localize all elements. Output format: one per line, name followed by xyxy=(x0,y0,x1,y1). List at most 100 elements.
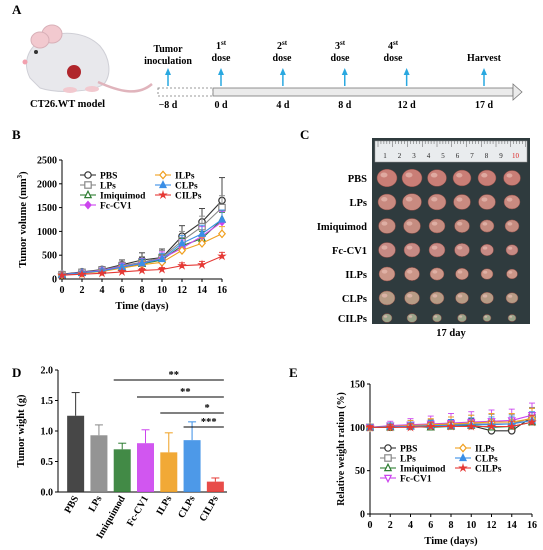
tumor-row xyxy=(376,168,521,188)
legend-marker xyxy=(158,180,168,189)
significance-label: ** xyxy=(169,370,180,381)
tumor-highlight xyxy=(381,245,388,250)
tumor xyxy=(454,243,470,257)
tumor xyxy=(376,168,398,188)
tumor xyxy=(505,292,519,304)
data-point xyxy=(177,260,187,270)
legend-label: PBS xyxy=(100,172,117,182)
data-point xyxy=(157,254,167,263)
timeline xyxy=(157,83,523,101)
tumor-highlight xyxy=(508,270,513,274)
ruler-number: 7 xyxy=(470,152,474,160)
y-tick-label: 50 xyxy=(355,466,365,477)
tumor xyxy=(403,218,421,234)
tumor-highlight xyxy=(430,172,438,178)
timeline-arrow-tip xyxy=(481,68,487,75)
tumor-highlight xyxy=(484,315,488,318)
legend-label: CLPs xyxy=(475,455,498,465)
x-tick-label: 14 xyxy=(197,285,207,296)
x-tick-label: 6 xyxy=(120,285,125,296)
legend-label: LPs xyxy=(400,455,416,465)
x-tick-label: 2 xyxy=(80,285,85,296)
row-label: Fc-CV1 xyxy=(332,246,367,257)
tumor-highlight xyxy=(431,221,438,226)
tumor xyxy=(428,242,446,258)
tumor-row xyxy=(381,313,517,323)
timeline-arrows xyxy=(165,68,487,86)
treatment-bar xyxy=(212,87,514,97)
tumor-highlight xyxy=(456,197,463,202)
y-tick-label: 500 xyxy=(42,251,57,262)
timeline-arrow-tip xyxy=(165,68,171,75)
significance-label: *** xyxy=(201,417,217,428)
ruler-number: 4 xyxy=(427,152,431,160)
y-tick-label: 2.0 xyxy=(41,366,54,377)
legend-label: Imiquimod xyxy=(100,192,146,202)
tumor xyxy=(381,313,393,323)
tumor-highlight xyxy=(508,246,513,250)
tumor-highlight xyxy=(407,293,413,298)
tumor-highlight xyxy=(481,173,488,178)
legend-marker xyxy=(84,171,92,179)
tumor-highlight xyxy=(482,294,488,298)
tumor-row xyxy=(378,242,519,258)
tumor xyxy=(378,266,396,282)
y-tick-label: 1000 xyxy=(37,227,57,238)
tumor-highlight xyxy=(405,196,413,202)
data-point xyxy=(217,251,227,261)
tumor xyxy=(504,219,520,233)
tumor-row xyxy=(377,193,521,211)
panel-letter-b: B xyxy=(12,127,21,142)
tumor-highlight xyxy=(481,197,488,202)
legend-marker xyxy=(158,189,168,200)
tumor xyxy=(427,193,447,211)
legend-marker xyxy=(84,200,92,210)
tumor xyxy=(401,168,423,188)
tumor xyxy=(507,314,517,322)
tumor-highlight xyxy=(508,294,513,298)
weight-ratio-chart: 0 2 4 6 8 10 12 14 16 0 50 100 150 Time (days) Relativ… xyxy=(336,380,537,548)
x-tick-label: CILPs xyxy=(198,494,221,524)
tumor-highlight xyxy=(509,315,513,318)
panel-letter-a: A xyxy=(12,2,22,17)
timeline-arrow-tip xyxy=(218,68,224,75)
tumor-row xyxy=(378,266,518,282)
panel-letter-e: E xyxy=(289,365,298,380)
x-tick-label: 12 xyxy=(177,285,187,296)
timeline-arrow-tip xyxy=(341,68,348,75)
tumor-highlight xyxy=(380,172,388,178)
pre-dose-bar xyxy=(157,87,214,97)
harvest-label: Harvest xyxy=(467,53,502,64)
legend-label: CILPs xyxy=(175,192,202,202)
ruler-number: 5 xyxy=(441,152,445,160)
data-point xyxy=(405,422,416,432)
dose2-num: 2 xyxy=(277,41,282,52)
legend-label: Imiquimod xyxy=(400,465,446,475)
tumor xyxy=(505,244,519,256)
legend-label: CILPs xyxy=(475,465,502,475)
tumor-highlight xyxy=(483,270,488,274)
ruler-number: 6 xyxy=(456,152,460,160)
panel-letter-d: D xyxy=(12,365,21,380)
data-point xyxy=(198,238,206,248)
data-point xyxy=(425,421,436,431)
data-point xyxy=(506,421,517,431)
tumor-highlight xyxy=(434,315,438,318)
data-point xyxy=(466,421,477,431)
dose2-sup: st xyxy=(282,39,288,47)
y-tick-label: 0.0 xyxy=(41,488,54,499)
svg-text:2st: 2st xyxy=(277,39,288,52)
significance-label: * xyxy=(204,403,209,414)
legend-marker xyxy=(83,189,93,199)
x-tick-label: Fc-CV1 xyxy=(125,494,151,528)
legend-marker xyxy=(383,474,393,484)
row-label: Imiquimod xyxy=(317,222,367,233)
dose2-label: dose xyxy=(273,53,292,64)
timeline-day-label: 8 d xyxy=(338,100,352,111)
photo-caption: 17 day xyxy=(436,328,466,339)
series-cilps xyxy=(57,251,227,280)
x-tick-label: 12 xyxy=(487,520,497,531)
tumor-highlight xyxy=(457,270,463,274)
x-tick-label: 4 xyxy=(408,520,413,531)
